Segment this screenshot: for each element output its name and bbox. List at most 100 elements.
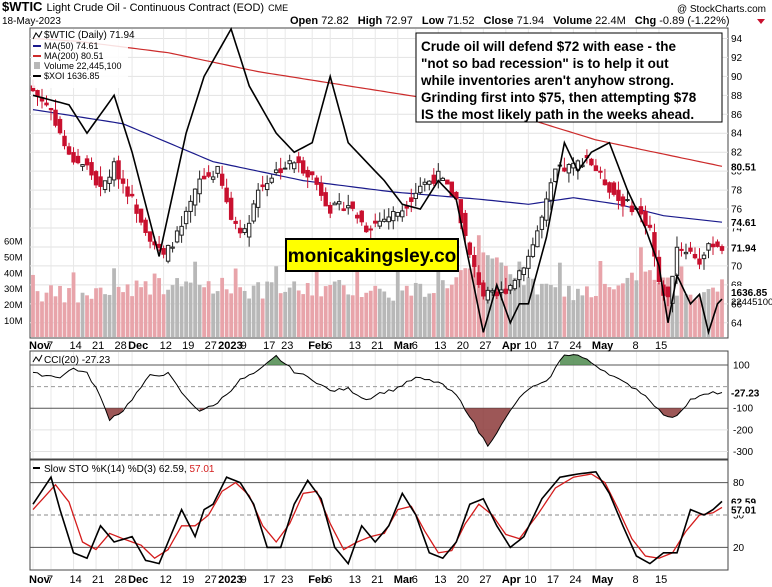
candle-down <box>328 204 333 214</box>
volume-bar <box>445 288 450 337</box>
candle-down <box>710 243 716 248</box>
ma50-last-badge: 74.61 <box>729 216 769 229</box>
x-axis-label-bottom: Dec <box>128 574 148 586</box>
volume-bar <box>715 291 720 337</box>
candle-up <box>535 230 540 248</box>
x-axis-label-top: Nov <box>29 340 51 352</box>
volume-bar <box>553 287 558 337</box>
candle-down <box>161 248 166 255</box>
candle-down <box>84 158 90 166</box>
candle-down <box>616 189 621 201</box>
x-axis-label-top: 17 <box>263 340 275 352</box>
candle-down <box>156 243 162 249</box>
x-axis-label-top: May <box>592 340 614 352</box>
x-axis-label-bottom: 6 <box>326 574 332 586</box>
x-axis-label-bottom: 27 <box>205 574 217 586</box>
price-tick-label: 86 <box>731 110 743 121</box>
volume-bar <box>625 277 630 337</box>
candle-up <box>188 200 193 212</box>
candle-down <box>611 182 617 195</box>
candle-up <box>512 279 518 290</box>
volume-bar <box>58 285 62 337</box>
x-axis-label-bottom: 15 <box>655 574 667 586</box>
candle-down <box>688 247 693 252</box>
candle-up <box>183 210 189 225</box>
volume-bar <box>548 284 553 337</box>
volume-bar <box>643 271 648 337</box>
price-panel <box>29 27 729 339</box>
candle-up <box>526 255 531 269</box>
volume-bar <box>337 280 342 337</box>
candle-down <box>665 286 671 298</box>
candle-up <box>566 164 572 174</box>
volume-bar <box>359 297 364 337</box>
x-axis-label-bottom: 13 <box>434 574 446 586</box>
volume-bar <box>233 268 238 337</box>
volume-bar <box>612 289 616 337</box>
sto-tick-label: 20 <box>733 543 745 554</box>
volume-bar <box>657 283 661 337</box>
volume-bar <box>521 285 526 337</box>
volume-bar <box>94 288 98 337</box>
ma50-last-badge-bg <box>729 216 769 229</box>
x-axis-label-bottom: 9 <box>241 574 247 586</box>
volume-bar <box>409 295 414 337</box>
symbol: $WTIC <box>2 0 43 14</box>
candle-down <box>373 220 378 224</box>
price-tick-label: 66 <box>731 299 743 310</box>
candle-down <box>445 179 450 185</box>
candle-up <box>553 168 558 183</box>
volume-bar <box>697 297 702 337</box>
candle-down <box>98 176 103 187</box>
candle-down <box>66 146 72 155</box>
candle-down <box>138 208 144 223</box>
candle-up <box>251 203 256 222</box>
cci-last-badge-bg <box>729 386 769 399</box>
x-axis-label-top: 17 <box>547 340 559 352</box>
volume-bar <box>197 284 202 337</box>
volume-bar <box>693 299 697 337</box>
candle-up <box>418 185 423 194</box>
cci-tick-label: -200 <box>733 425 753 436</box>
volume-bar <box>314 265 319 337</box>
volume-bar <box>418 283 423 337</box>
x-axis-label-bottom: 2023 <box>218 574 242 586</box>
volume-bar <box>283 291 288 337</box>
sto-panel <box>29 459 729 571</box>
candle-down <box>309 171 315 176</box>
volume-bar <box>648 270 652 337</box>
candle-up <box>346 205 351 209</box>
volume-bar <box>175 278 179 337</box>
xoi-line <box>32 27 723 336</box>
candle-up <box>165 244 171 262</box>
candle-down <box>697 258 702 265</box>
x-axis-label-top: Feb <box>308 340 328 352</box>
volume-bar <box>179 286 184 337</box>
x-axis-label-bottom: 14 <box>70 574 82 586</box>
candle-down <box>71 152 76 163</box>
candle-up <box>508 284 513 291</box>
candle-down <box>219 173 225 186</box>
annotation-line-3: while inventories aren't anyhow strong. <box>420 73 674 88</box>
x-axis-label-bottom: 17 <box>547 574 559 586</box>
candle-down <box>472 255 477 267</box>
x-axis-label-top: 21 <box>371 340 383 352</box>
candle-up <box>521 267 527 276</box>
candle-down <box>638 206 644 215</box>
candle-down <box>463 212 468 237</box>
candle-up <box>548 182 554 201</box>
sto-d-last-badge-bg <box>729 503 769 516</box>
price-tick-label: 76 <box>731 205 743 216</box>
annotation-line-4: Grinding first into $75, then attempting… <box>421 90 697 105</box>
x-axis-label-bottom: 8 <box>632 574 638 586</box>
x-axis-label-bottom: Apr <box>502 574 522 586</box>
volume-bar <box>571 300 576 337</box>
volume-bar <box>346 294 351 337</box>
volume-bar <box>607 287 612 337</box>
volume-bar <box>463 268 468 337</box>
volume-bar <box>684 294 688 337</box>
candle-up <box>427 180 432 185</box>
volume-bar <box>98 287 103 337</box>
volume-bar <box>319 296 324 337</box>
